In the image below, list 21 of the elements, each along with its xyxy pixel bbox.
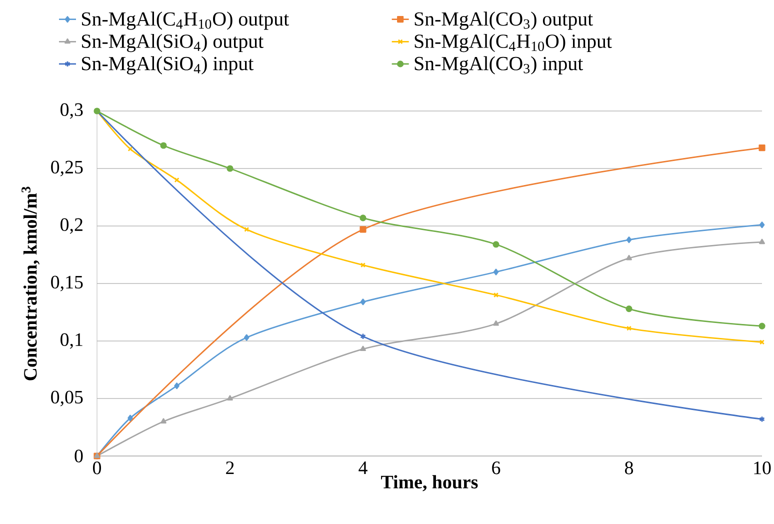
x-tick-label: 0 bbox=[92, 462, 101, 474]
x-axis-title: Time, hours bbox=[381, 475, 478, 492]
y-tick-label: 0,05 bbox=[51, 390, 83, 406]
legend-label: Sn-MgAl(C$_{4}$H$_{10}$O) input bbox=[414, 34, 612, 52]
y-tick-label: 0,2 bbox=[60, 218, 82, 234]
y-axis-title: Concentration, kmol/m$^{3}$ bbox=[22, 186, 40, 380]
x-tick-label: 2 bbox=[226, 462, 234, 474]
y-tick-label: 0,1 bbox=[60, 333, 82, 349]
x-tick-label: 4 bbox=[358, 462, 368, 474]
y-tick-label: 0,25 bbox=[51, 160, 83, 176]
legend-label: Sn-MgAl(CO$_{3}$) output bbox=[414, 12, 593, 30]
legend-label: Sn-MgAl(SiO$_{4}$) input bbox=[82, 56, 254, 74]
legend-label: Sn-MgAl(CO$_{3}$) input bbox=[414, 56, 584, 74]
x-tick-label: 10 bbox=[754, 462, 771, 474]
y-tick-label: 0,3 bbox=[60, 103, 83, 119]
y-tick-label: 0 bbox=[74, 450, 83, 462]
x-tick-label: 6 bbox=[492, 462, 500, 474]
legend-label: Sn-MgAl(C$_{4}$H$_{10}$O) output bbox=[82, 12, 289, 30]
legend-label: Sn-MgAl(SiO$_{4}$) output bbox=[82, 34, 264, 52]
y-tick-label: 0,15 bbox=[51, 276, 83, 292]
x-tick-label: 8 bbox=[624, 462, 634, 474]
